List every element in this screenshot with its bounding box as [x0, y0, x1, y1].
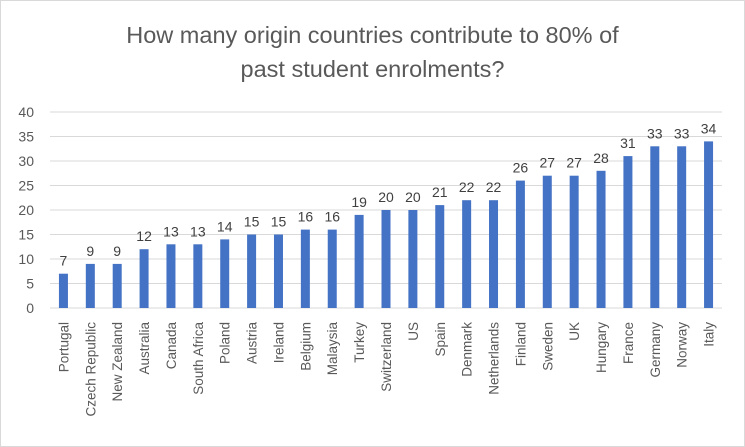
data-label: 9 — [86, 243, 94, 259]
x-tick-label: Australia — [137, 322, 152, 375]
bar — [381, 210, 391, 308]
x-tick-label: Poland — [218, 322, 233, 364]
y-tick-label: 10 — [18, 251, 34, 267]
data-label: 13 — [190, 223, 206, 239]
y-tick-label: 15 — [18, 227, 34, 243]
x-tick-label: Netherlands — [487, 322, 502, 395]
x-tick-label: New Zealand — [110, 322, 125, 402]
chart-title-line-1: How many origin countries contribute to … — [126, 22, 619, 48]
y-tick-label: 30 — [18, 153, 34, 169]
x-tick-label: Spain — [433, 322, 448, 357]
data-label: 21 — [432, 184, 448, 200]
bar — [139, 249, 149, 308]
data-label: 16 — [324, 209, 340, 225]
bar — [193, 244, 203, 308]
bar — [515, 180, 525, 308]
x-tick-label: Italy — [702, 322, 717, 347]
x-tick-label: South Africa — [191, 322, 206, 395]
bar — [623, 156, 633, 308]
bar — [650, 146, 660, 308]
y-tick-label: 0 — [26, 300, 34, 316]
bar — [569, 175, 579, 308]
x-tick-label: Denmark — [460, 322, 475, 377]
chart-title: How many origin countries contribute to … — [0, 18, 745, 86]
data-label: 27 — [539, 155, 555, 171]
y-tick-label: 5 — [26, 276, 34, 292]
x-tick-label: France — [621, 322, 636, 364]
x-tick-label: Switzerland — [379, 322, 394, 392]
x-tick-label: Austria — [245, 322, 260, 365]
x-tick-label: Hungary — [594, 322, 609, 373]
data-label: 20 — [378, 189, 394, 205]
data-label: 7 — [60, 253, 68, 269]
data-label: 33 — [647, 125, 663, 141]
data-label: 13 — [163, 223, 179, 239]
bar — [408, 210, 418, 308]
x-tick-label: Germany — [648, 322, 663, 378]
data-label: 15 — [244, 214, 260, 230]
data-label: 22 — [459, 179, 475, 195]
bar — [112, 263, 122, 308]
bar — [247, 234, 257, 308]
data-label: 20 — [405, 189, 421, 205]
data-label: 26 — [513, 160, 529, 176]
data-label: 15 — [271, 214, 287, 230]
bar — [220, 239, 230, 308]
bar — [704, 141, 714, 308]
bar — [435, 205, 445, 308]
bar — [85, 263, 95, 308]
data-label: 12 — [136, 228, 152, 244]
bar — [677, 146, 687, 308]
data-label: 28 — [593, 150, 609, 166]
data-label: 14 — [217, 218, 233, 234]
bar — [596, 170, 606, 308]
bar — [327, 229, 337, 308]
x-tick-label: Turkey — [352, 322, 367, 363]
y-tick-label: 35 — [18, 129, 34, 145]
x-tick-label: Belgium — [298, 322, 313, 371]
bar — [166, 244, 176, 308]
bar — [273, 234, 283, 308]
bar — [542, 175, 552, 308]
y-tick-label: 20 — [18, 202, 34, 218]
data-label: 9 — [113, 243, 121, 259]
data-label: 34 — [701, 120, 717, 136]
data-label: 16 — [298, 209, 314, 225]
y-tick-label: 25 — [18, 178, 34, 194]
x-tick-label: Finland — [513, 322, 528, 366]
chart-title-line-2: past student enrolments? — [240, 56, 505, 82]
data-label: 31 — [620, 135, 636, 151]
bar — [489, 200, 499, 308]
bar — [300, 229, 310, 308]
bar — [462, 200, 472, 308]
data-label: 22 — [486, 179, 502, 195]
x-tick-label: Sweden — [540, 322, 555, 371]
bar — [58, 273, 68, 308]
data-label: 27 — [566, 155, 582, 171]
y-tick-label: 40 — [18, 104, 34, 120]
x-tick-label: Portugal — [56, 322, 71, 372]
x-tick-label: Malaysia — [325, 322, 340, 376]
data-label: 33 — [674, 125, 690, 141]
x-tick-label: US — [406, 322, 421, 341]
data-label: 19 — [351, 194, 367, 210]
x-tick-label: Ireland — [271, 322, 286, 363]
x-tick-label: Norway — [675, 322, 690, 368]
x-tick-label: Canada — [164, 322, 179, 370]
x-tick-label: UK — [567, 322, 582, 341]
bar — [354, 214, 364, 308]
x-tick-label: Czech Republic — [83, 322, 98, 417]
